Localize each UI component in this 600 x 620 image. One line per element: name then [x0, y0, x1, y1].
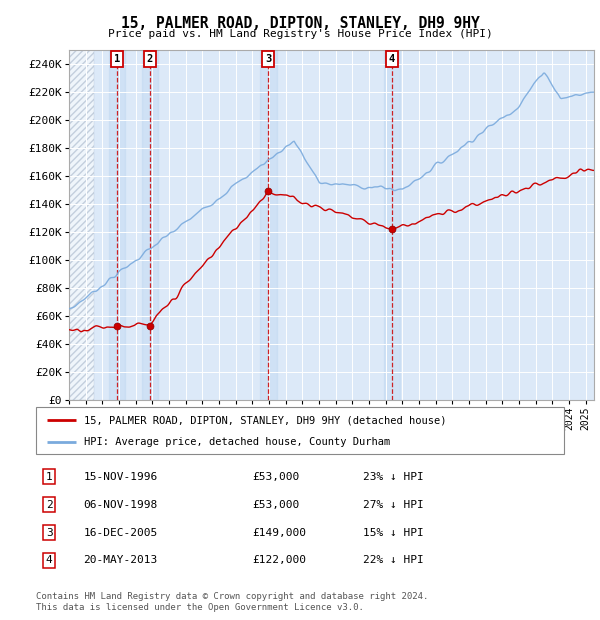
Text: 15, PALMER ROAD, DIPTON, STANLEY, DH9 9HY (detached house): 15, PALMER ROAD, DIPTON, STANLEY, DH9 9H… — [83, 415, 446, 425]
Text: £53,000: £53,000 — [253, 500, 300, 510]
Bar — [383, 50, 400, 400]
Text: 2: 2 — [46, 500, 53, 510]
Text: 23% ↓ HPI: 23% ↓ HPI — [364, 472, 424, 482]
FancyBboxPatch shape — [36, 407, 564, 454]
Text: 1: 1 — [46, 472, 53, 482]
Text: 20-MAY-2013: 20-MAY-2013 — [83, 556, 158, 565]
Bar — [142, 50, 158, 400]
Text: Price paid vs. HM Land Registry's House Price Index (HPI): Price paid vs. HM Land Registry's House … — [107, 29, 493, 39]
Text: 4: 4 — [46, 556, 53, 565]
Text: 15% ↓ HPI: 15% ↓ HPI — [364, 528, 424, 538]
Text: HPI: Average price, detached house, County Durham: HPI: Average price, detached house, Coun… — [83, 437, 390, 447]
Text: 16-DEC-2005: 16-DEC-2005 — [83, 528, 158, 538]
Text: 1: 1 — [114, 55, 120, 64]
Text: 22% ↓ HPI: 22% ↓ HPI — [364, 556, 424, 565]
Text: 15, PALMER ROAD, DIPTON, STANLEY, DH9 9HY: 15, PALMER ROAD, DIPTON, STANLEY, DH9 9H… — [121, 16, 479, 30]
Bar — [109, 50, 125, 400]
Text: Contains HM Land Registry data © Crown copyright and database right 2024.
This d: Contains HM Land Registry data © Crown c… — [36, 592, 428, 611]
Text: 2: 2 — [147, 55, 153, 64]
Text: £53,000: £53,000 — [253, 472, 300, 482]
Bar — [260, 50, 277, 400]
Text: £122,000: £122,000 — [253, 556, 307, 565]
Text: 15-NOV-1996: 15-NOV-1996 — [83, 472, 158, 482]
Text: £149,000: £149,000 — [253, 528, 307, 538]
Text: 4: 4 — [389, 55, 395, 64]
Text: 27% ↓ HPI: 27% ↓ HPI — [364, 500, 424, 510]
Text: 3: 3 — [46, 528, 53, 538]
Text: 06-NOV-1998: 06-NOV-1998 — [83, 500, 158, 510]
Text: 3: 3 — [265, 55, 271, 64]
